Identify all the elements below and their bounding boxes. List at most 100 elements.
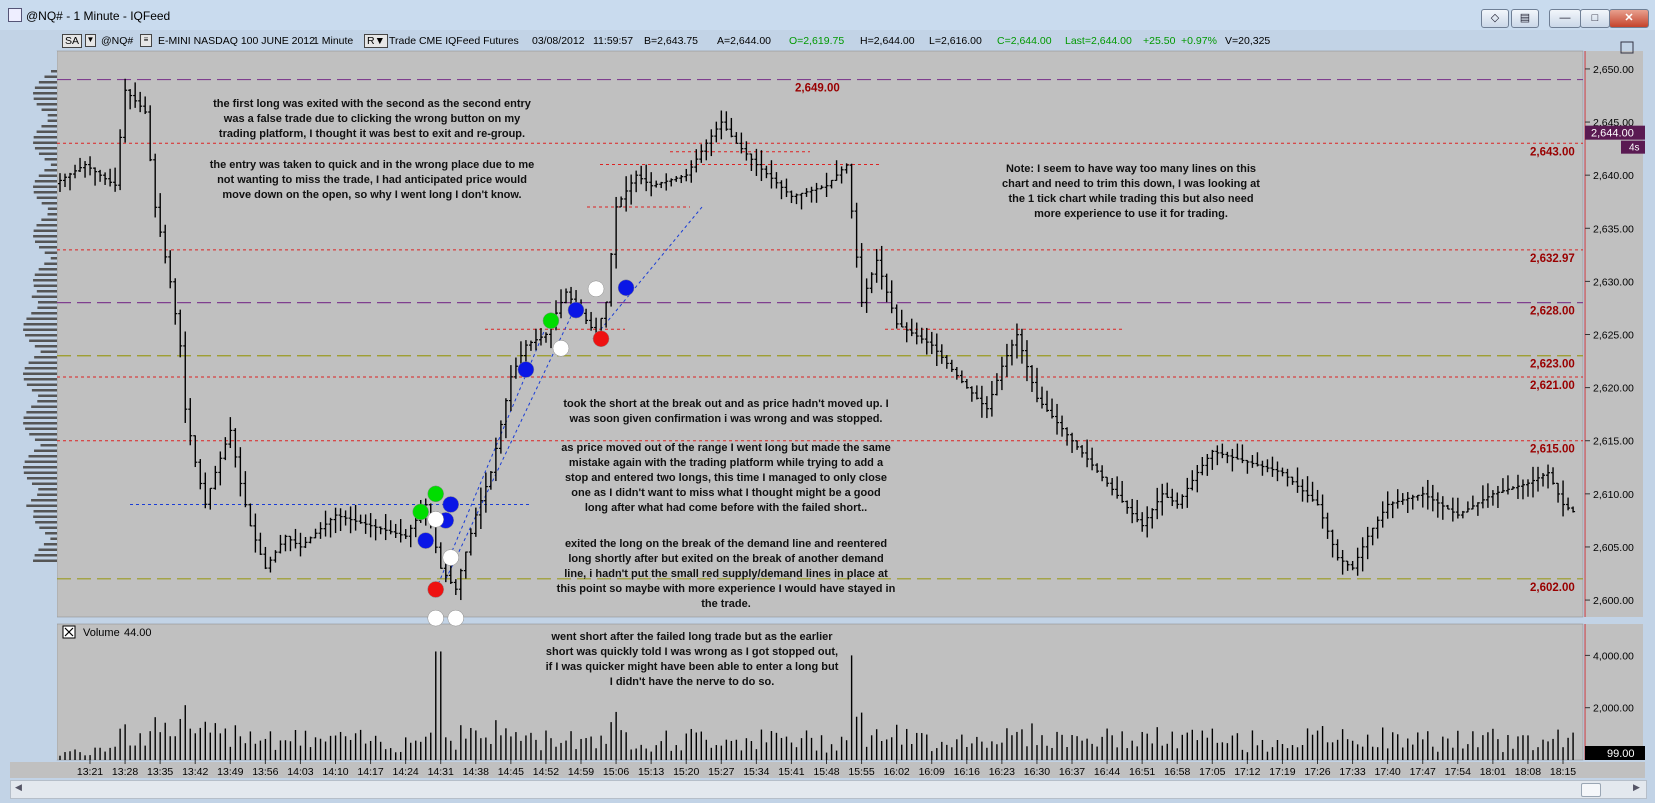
profile-bar bbox=[50, 257, 57, 260]
time-tick-label: 18:15 bbox=[1550, 766, 1576, 778]
time-tick-label: 16:37 bbox=[1059, 766, 1085, 778]
profile-bar bbox=[33, 510, 57, 513]
trend-line bbox=[445, 307, 576, 580]
time-tick-label: 17:33 bbox=[1339, 766, 1365, 778]
profile-bar bbox=[34, 180, 57, 183]
time-tick-label: 16:44 bbox=[1094, 766, 1120, 778]
profile-bar bbox=[29, 433, 57, 436]
price-pane bbox=[56, 50, 1584, 618]
profile-bar bbox=[34, 240, 57, 243]
symbol-label[interactable]: @NQ# bbox=[101, 35, 134, 47]
profile-bar bbox=[33, 185, 57, 188]
maximize-button[interactable]: □ bbox=[1580, 9, 1610, 28]
time-tick-label: 15:41 bbox=[778, 766, 804, 778]
scroll-right-icon[interactable]: ▶ bbox=[1633, 782, 1640, 792]
profile-bar bbox=[23, 378, 57, 381]
scroll-left-icon[interactable]: ◀ bbox=[15, 782, 22, 792]
interval-label[interactable]: 1 Minute bbox=[313, 35, 354, 47]
profile-bar bbox=[33, 92, 57, 95]
time-tick-label: 16:58 bbox=[1164, 766, 1190, 778]
low-label: L=2,616.00 bbox=[929, 35, 982, 47]
chart-canvas: 2,600.00 2,605.00 2,610.00 2,615.00 2,620.00… bbox=[10, 41, 1645, 780]
profile-bar bbox=[23, 466, 57, 469]
time-tick-label: 14:31 bbox=[428, 766, 454, 778]
annotation-note: Note: I seem to have way too many lines … bbox=[1002, 163, 1260, 220]
profile-bar bbox=[38, 394, 57, 397]
time-tick-label: 15:48 bbox=[813, 766, 839, 778]
profile-bar bbox=[36, 130, 57, 133]
level-label: 2,623.00 bbox=[1530, 359, 1575, 371]
last-price-badge: 2,644.00 bbox=[1591, 128, 1634, 140]
profile-bar bbox=[41, 125, 57, 128]
level-label: 2,621.00 bbox=[1530, 380, 1575, 392]
last-price-badge-bg bbox=[1585, 125, 1645, 140]
restore-panel-icon[interactable]: ◇ bbox=[1481, 9, 1509, 28]
profile-bar bbox=[41, 218, 57, 221]
profile-bar bbox=[40, 444, 57, 447]
ask-label: A=2,644.00 bbox=[717, 35, 772, 47]
profile-bar bbox=[31, 389, 57, 392]
horizontal-scrollbar[interactable]: ◀ ▶ bbox=[10, 780, 1647, 799]
level-label: 2,628.00 bbox=[1530, 306, 1575, 318]
time-tick-label: 13:21 bbox=[77, 766, 103, 778]
detach-window-icon[interactable]: ▤ bbox=[1511, 9, 1539, 28]
high-label: H=2,644.00 bbox=[860, 35, 915, 47]
profile-bar bbox=[26, 383, 57, 386]
symbol-menu-icon[interactable]: ≡ bbox=[140, 34, 152, 47]
time-tick-label: 14:17 bbox=[357, 766, 383, 778]
trade-marker bbox=[447, 609, 464, 627]
profile-bar bbox=[44, 262, 57, 265]
trade-marker bbox=[442, 496, 459, 513]
sa-button[interactable]: SA bbox=[62, 34, 83, 48]
profile-bar bbox=[31, 499, 57, 502]
profile-bar bbox=[51, 70, 57, 73]
profile-bar bbox=[33, 284, 57, 287]
time-tick-label: 16:51 bbox=[1129, 766, 1155, 778]
trade-marker bbox=[412, 503, 429, 521]
time-tick-label: 17:47 bbox=[1410, 766, 1436, 778]
change-pct-label: +0.97% bbox=[1181, 35, 1217, 47]
time-tick-label: 17:26 bbox=[1304, 766, 1330, 778]
change-label: +25.50 bbox=[1143, 35, 1176, 47]
profile-bar bbox=[45, 532, 57, 535]
profile-bar bbox=[33, 235, 57, 238]
time-tick-label: 14:03 bbox=[287, 766, 313, 778]
bid-label: B=2,643.75 bbox=[644, 35, 699, 47]
time-tick-label: 15:06 bbox=[603, 766, 629, 778]
r-button[interactable]: R▼ bbox=[364, 34, 388, 48]
scrollbar-thumb[interactable] bbox=[1581, 783, 1601, 797]
chart-toolbar: SA ▼ @NQ# ≡ E-MINI NASDAQ 100 JUNE 2012 … bbox=[57, 31, 1580, 51]
level-label: 2,615.00 bbox=[1530, 444, 1575, 456]
sa-dropdown-icon[interactable]: ▼ bbox=[85, 34, 96, 47]
timer-badge: 4s bbox=[1629, 143, 1640, 154]
open-label: O=2,619.75 bbox=[789, 35, 845, 47]
profile-bar bbox=[39, 526, 57, 529]
trade-marker bbox=[427, 511, 444, 528]
profile-bar bbox=[34, 147, 57, 150]
trend-line bbox=[592, 206, 703, 340]
profile-bar bbox=[41, 108, 57, 111]
time-tick-label: 16:09 bbox=[919, 766, 945, 778]
volume-panel-value: 44.00 bbox=[124, 627, 152, 639]
profile-bar bbox=[38, 174, 57, 177]
profile-bar bbox=[31, 482, 57, 485]
level-label: 2,602.00 bbox=[1530, 582, 1575, 594]
annotation-note: exited the long on the break of the dema… bbox=[557, 538, 896, 610]
time-tick-label: 14:38 bbox=[463, 766, 489, 778]
profile-bar bbox=[34, 345, 57, 348]
time-tick-label: 14:52 bbox=[533, 766, 559, 778]
profile-bar bbox=[26, 477, 57, 480]
profile-bar bbox=[50, 537, 57, 540]
close-label: C=2,644.00 bbox=[997, 35, 1052, 47]
profile-bar bbox=[33, 229, 57, 232]
time-axis bbox=[10, 762, 1645, 778]
source-label: Trade CME IQFeed Futures bbox=[389, 35, 519, 47]
level-label: 2,643.00 bbox=[1530, 146, 1575, 158]
trade-marker bbox=[427, 609, 444, 627]
time-tick-label: 17:12 bbox=[1234, 766, 1260, 778]
trade-marker bbox=[542, 312, 560, 329]
profile-bar bbox=[34, 449, 57, 452]
close-button[interactable]: ✕ bbox=[1609, 9, 1649, 28]
profile-bar bbox=[31, 295, 57, 298]
title-bar[interactable]: @NQ# - 1 Minute - IQFeed ◇ ▤ — □ ✕ bbox=[0, 0, 1655, 30]
